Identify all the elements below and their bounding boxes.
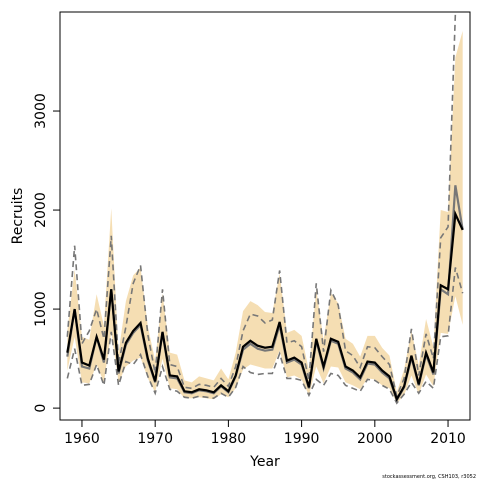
plot-frame [59, 11, 471, 421]
axes: 1960 1970 1980 1990 2000 2010 0 1000 2000 3000 [33, 93, 466, 447]
alt-lower-dashed-line [66, 267, 464, 405]
x-tick-label: 2010 [430, 431, 466, 447]
estimate-line [66, 209, 464, 402]
x-axis-title: Year [249, 454, 280, 470]
plot-area [66, 12, 464, 405]
footer-credit: stockassessment.org, CSH103, r3052 [382, 474, 476, 480]
x-tick-label: 1960 [64, 431, 100, 447]
y-tick-label: 0 [33, 404, 49, 413]
y-tick-label: 2000 [33, 192, 49, 228]
y-tick-label: 3000 [33, 93, 49, 129]
y-axis-title: Recruits [10, 188, 26, 245]
x-tick-label: 2000 [357, 431, 393, 447]
x-tick-label: 1980 [211, 431, 247, 447]
x-tick-label: 1990 [284, 431, 320, 447]
x-tick-label: 1970 [137, 431, 173, 447]
y-tick-label: 1000 [33, 291, 49, 327]
